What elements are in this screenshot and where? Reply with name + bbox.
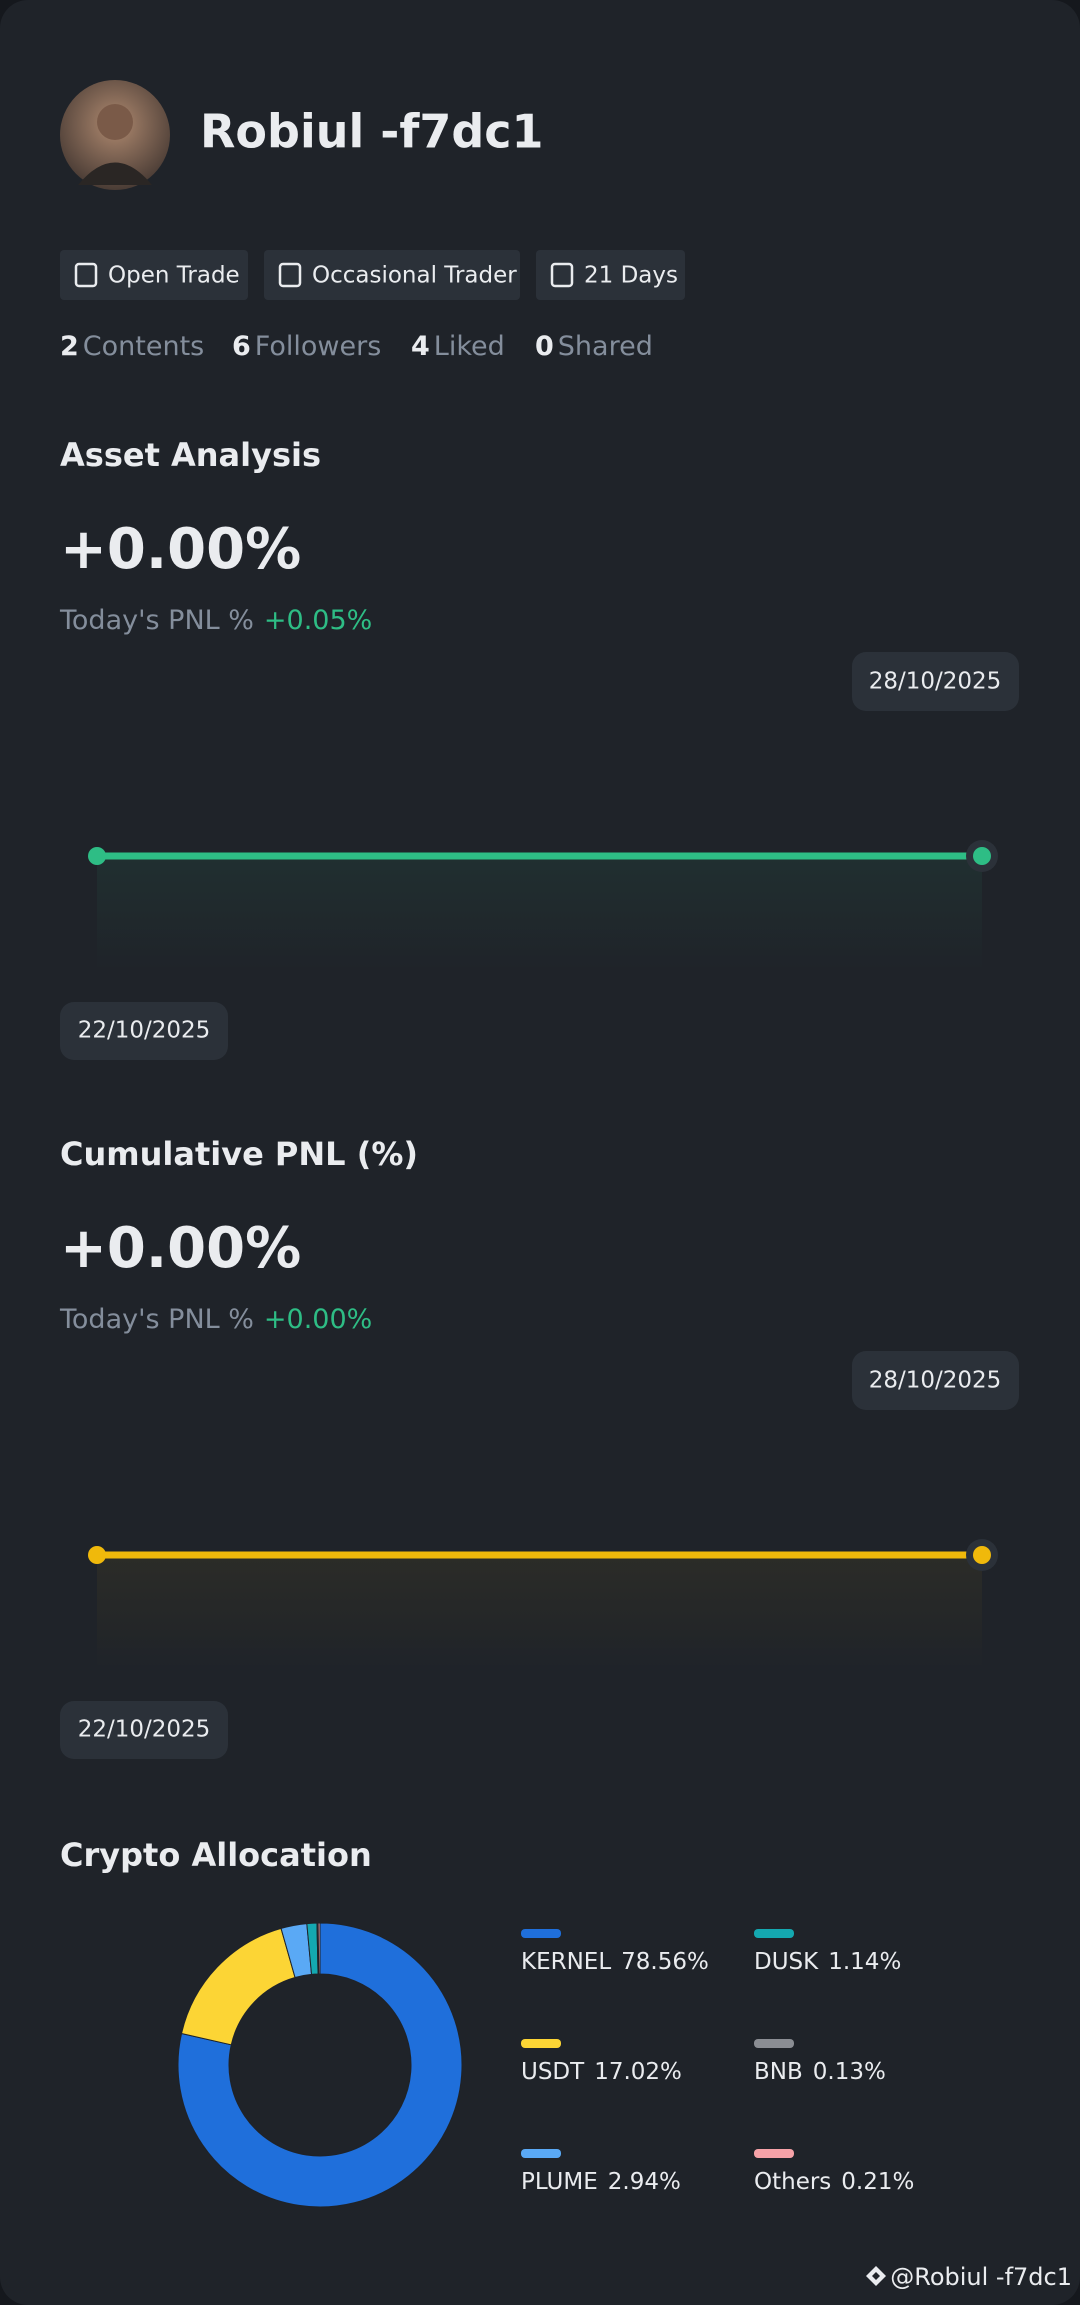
stat-value: 0 [535, 331, 554, 362]
date-tooltip [852, 652, 1019, 711]
badge [536, 250, 685, 300]
section-title: Asset Analysis [60, 436, 321, 474]
legend-name: PLUME [521, 2169, 598, 2195]
legend-value: 17.02% [594, 2059, 682, 2085]
badge-icon [278, 262, 302, 288]
legend: KERNEL 78.56% USDT 17.02% PLUME 2.94% DUSK 1.14… [521, 1929, 914, 2195]
stat-label: Contents [83, 331, 204, 362]
legend-value: 0.21% [841, 2169, 914, 2195]
point [973, 1546, 991, 1564]
stat-value: 6 [232, 331, 251, 362]
point [88, 847, 106, 865]
area-fill [97, 856, 982, 971]
stat: 4 Liked [411, 331, 505, 362]
stat-label: Followers [255, 331, 381, 362]
donut-segment [177, 1922, 463, 2208]
donut-segment [317, 1922, 321, 1975]
today-pnl-label: Today's PNL % [59, 605, 254, 636]
sections: Asset Analysis +0.00% Today's PNL % +0.05% 2… [59, 436, 1019, 1759]
avatar-body [78, 162, 152, 185]
watermark: @Robiul -f7dc1 [866, 2263, 1072, 2291]
badge-icon [550, 262, 574, 288]
badge [264, 250, 520, 300]
today-pnl: Today's PNL % +0.00% [59, 1304, 372, 1335]
legend-entry: KERNEL 78.56% [521, 1949, 709, 1975]
badge-label: Open Trade [108, 263, 240, 289]
badge-icon [74, 262, 98, 288]
legend-entry: PLUME 2.94% [521, 2169, 681, 2195]
legend-value: 0.13% [813, 2059, 886, 2085]
point [973, 847, 991, 865]
today-pnl: Today's PNL % +0.05% [59, 605, 372, 636]
legend-swatch [521, 1929, 561, 1938]
stat: 6 Followers [232, 331, 381, 362]
date-label: 22/10/2025 [78, 1018, 211, 1044]
watermark-logo [866, 2266, 886, 2286]
date-label: 28/10/2025 [869, 669, 1002, 695]
date-tooltip [60, 1002, 228, 1060]
stat: 0 Shared [535, 331, 653, 362]
stats: 2 Contents 6 Followers 4 Liked 0 Shared [60, 331, 653, 362]
legend-swatch [521, 2039, 561, 2048]
legend-entry: Others 0.21% [754, 2169, 914, 2195]
legend-name: Others [754, 2169, 831, 2195]
legend-value: 2.94% [608, 2169, 681, 2195]
legend-name: KERNEL [521, 1949, 611, 1975]
pnl-value: +0.00% [60, 1216, 301, 1281]
stat-label: Liked [434, 331, 505, 362]
date-tooltip [852, 1351, 1019, 1410]
area-fill [97, 1555, 982, 1670]
legend-name: BNB [754, 2059, 803, 2085]
badge-label: Occasional Trader [312, 263, 517, 289]
badge-label: 21 Days [584, 263, 678, 289]
pnl-value: +0.00% [60, 517, 301, 582]
stat-value: 2 [60, 331, 79, 362]
legend-value: 1.14% [828, 1949, 901, 1975]
legend-swatch [521, 2149, 561, 2158]
legend-swatch [754, 2039, 794, 2048]
stat-label: Shared [558, 331, 653, 362]
today-pnl-value: +0.05% [264, 605, 372, 636]
stat: 2 Contents [60, 331, 204, 362]
point [88, 1546, 106, 1564]
section-title: Cumulative PNL (%) [60, 1135, 418, 1173]
donut-chart [177, 1922, 463, 2208]
date-label: 28/10/2025 [869, 1368, 1002, 1394]
legend-value: 78.56% [621, 1949, 709, 1975]
today-pnl-label: Today's PNL % [59, 1304, 254, 1335]
legend-entry: DUSK 1.14% [754, 1949, 901, 1975]
avatar[interactable] [60, 80, 170, 190]
legend-name: USDT [521, 2059, 585, 2085]
legend-entry: USDT 17.02% [521, 2059, 682, 2085]
watermark-text: @Robiul -f7dc1 [890, 2263, 1072, 2291]
badges: Open Trade Occasional Trader 21 Days [60, 250, 685, 300]
legend-swatch [754, 2149, 794, 2158]
profile-name: Robiul -f7dc1 [200, 105, 544, 159]
stat-value: 4 [411, 331, 430, 362]
section-title: Crypto Allocation [60, 1836, 372, 1874]
avatar-face [97, 104, 133, 140]
date-label: 22/10/2025 [78, 1717, 211, 1743]
legend-entry: BNB 0.13% [754, 2059, 886, 2085]
legend-name: DUSK [754, 1949, 819, 1975]
today-pnl-value: +0.00% [264, 1304, 372, 1335]
legend-swatch [754, 1929, 794, 1938]
date-tooltip [60, 1701, 228, 1759]
badge [60, 250, 248, 300]
